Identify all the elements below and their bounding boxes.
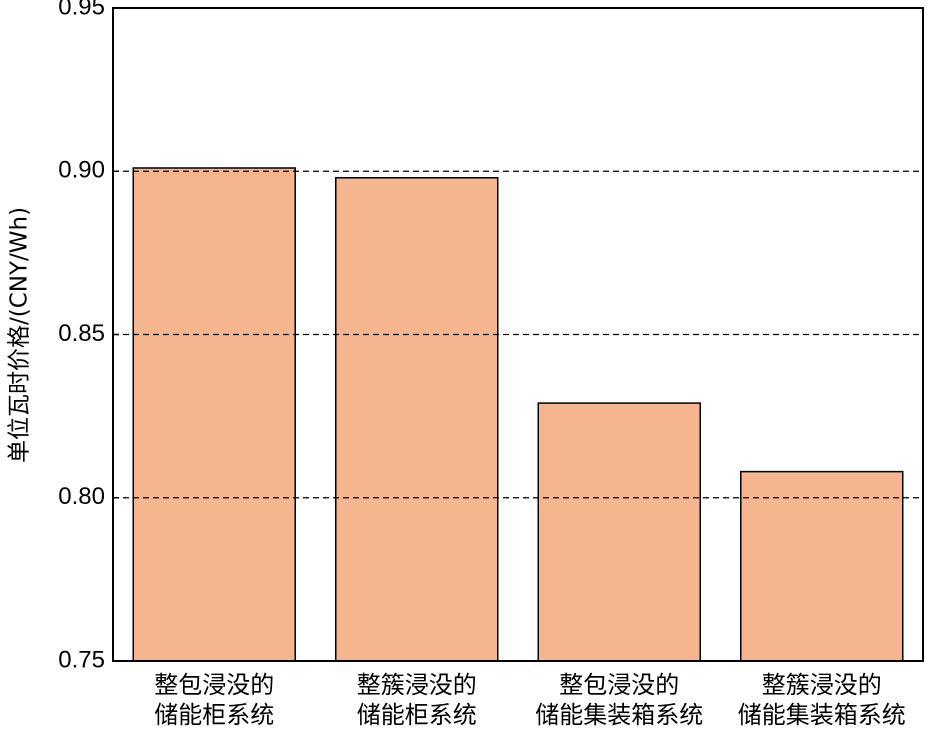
y-tick-label: 0.75 xyxy=(58,646,105,673)
y-tick-label: 0.85 xyxy=(58,320,105,347)
y-tick-label: 0.95 xyxy=(58,0,105,20)
x-tick-label: 整包浸没的 储能柜系统 xyxy=(154,671,275,729)
plot-frame xyxy=(112,7,924,662)
y-axis-label: 单位瓦时价格/(CNY/Wh) xyxy=(7,207,33,463)
bar xyxy=(132,167,296,662)
x-tick-label: 整簇浸没的 储能集装箱系统 xyxy=(737,671,906,729)
bar xyxy=(537,402,701,662)
y-tick-label: 0.80 xyxy=(58,483,105,510)
bar xyxy=(335,177,499,662)
bar xyxy=(740,470,904,662)
y-tick-label: 0.90 xyxy=(58,157,105,184)
x-tick-label: 整簇浸没的 储能柜系统 xyxy=(356,671,477,729)
x-tick-label: 整包浸没的 储能集装箱系统 xyxy=(535,671,704,729)
